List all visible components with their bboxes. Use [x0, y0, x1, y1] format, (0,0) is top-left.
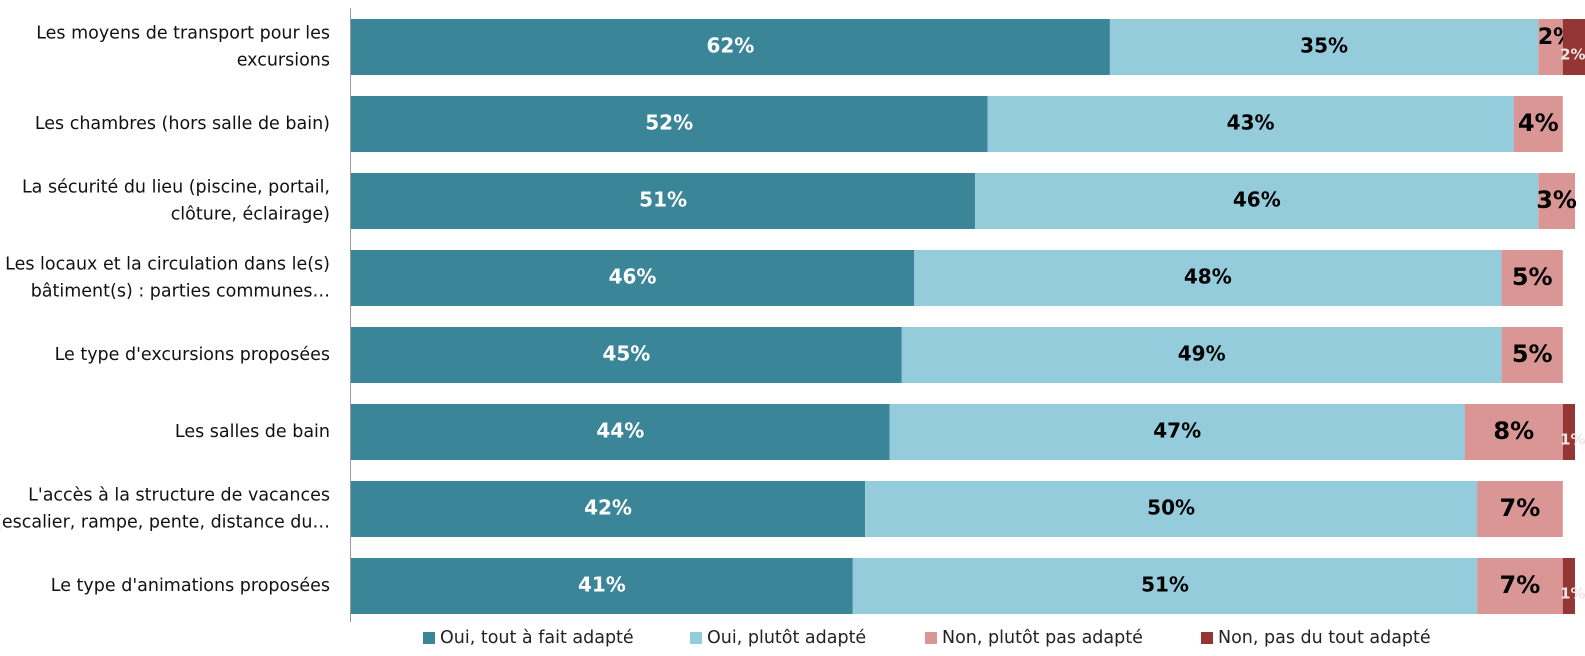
data-label: 1%	[1560, 431, 1585, 449]
data-label: 1%	[1560, 585, 1585, 603]
data-label: 51%	[1141, 573, 1189, 597]
bar-segment	[1538, 173, 1575, 229]
bar-segment	[1501, 250, 1563, 306]
category-labels: Les moyens de transport pour les excursio…	[0, 24, 330, 597]
legend-label: Non, pas du tout adapté	[1218, 628, 1431, 648]
bar-segment	[351, 96, 988, 152]
data-label: 35%	[1300, 34, 1348, 58]
category-label: L'accès à la structure de vacances (escal…	[0, 486, 330, 533]
data-label: 5%	[1512, 263, 1553, 291]
category-label: Les salles de bain	[175, 422, 330, 442]
data-label: 2%	[1560, 46, 1585, 64]
data-label: 52%	[645, 111, 693, 135]
bar-segment	[987, 96, 1514, 152]
bar-segment	[351, 327, 902, 383]
bar-segment	[1562, 404, 1575, 460]
bar-segment	[1562, 558, 1575, 614]
legend-swatch	[1201, 632, 1213, 644]
legend-label: Oui, tout à fait adapté	[440, 628, 634, 648]
bar-segment	[1109, 19, 1539, 75]
legend-label: Non, plutôt pas adapté	[942, 628, 1143, 648]
data-label: 7%	[1500, 494, 1541, 522]
category-label: Les chambres (hors salle de bain)	[35, 114, 330, 134]
data-label: 3%	[1536, 186, 1577, 214]
data-label: 62%	[706, 34, 754, 58]
data-label: 48%	[1184, 265, 1232, 289]
category-label: Le type d'animations proposées	[51, 576, 330, 596]
bar-segment	[351, 404, 890, 460]
bar-segment	[351, 481, 866, 537]
data-label: 47%	[1153, 419, 1201, 443]
bar-segment	[1562, 19, 1585, 75]
bar-segment	[351, 250, 914, 306]
bar-segment	[975, 173, 1539, 229]
data-label: 41%	[578, 573, 626, 597]
category-label: Les moyens de transport pour les excursio…	[36, 24, 330, 71]
data-label: 46%	[1233, 188, 1281, 212]
data-label: 46%	[609, 265, 657, 289]
data-label: 49%	[1178, 342, 1226, 366]
bar-segment	[914, 250, 1502, 306]
data-label: 45%	[602, 342, 650, 366]
legend: Oui, tout à fait adapté Oui, plutôt adapt…	[423, 628, 1431, 648]
bar-segment	[1538, 19, 1563, 75]
data-label: 7%	[1500, 571, 1541, 599]
bar-segment	[865, 481, 1478, 537]
data-label: 8%	[1493, 417, 1534, 445]
bar-segment	[1501, 327, 1563, 383]
bar-segment	[889, 404, 1465, 460]
category-label: La sécurité du lieu (piscine, portail, cl…	[22, 178, 330, 225]
category-label: Le type d'excursions proposées	[55, 345, 330, 365]
data-label: 4%	[1518, 109, 1559, 137]
bar-segment	[351, 19, 1110, 75]
bar-segment	[351, 173, 976, 229]
legend-swatch	[423, 632, 435, 644]
legend-swatch	[690, 632, 702, 644]
data-label: 43%	[1227, 111, 1275, 135]
bar-segment	[351, 558, 853, 614]
bars: 62% 35% 2%2%52% 43% 4%51% 46% 3%46% 48% 5%45% 49%…	[351, 19, 1585, 614]
legend-swatch	[925, 632, 937, 644]
bar-segment	[1513, 96, 1563, 152]
category-label: Les locaux et la circulation dans le(s) b…	[5, 255, 330, 302]
bar-segment	[852, 558, 1477, 614]
legend-label: Oui, plutôt adapté	[707, 628, 866, 648]
bar-segment	[1477, 558, 1563, 614]
bar-segment	[1477, 481, 1563, 537]
data-label: 50%	[1147, 496, 1195, 520]
data-label: 51%	[639, 188, 687, 212]
bar-segment	[901, 327, 1502, 383]
data-label: 5%	[1512, 340, 1553, 368]
bar-segment	[1464, 404, 1563, 460]
data-label: 42%	[584, 496, 632, 520]
data-label: 44%	[596, 419, 644, 443]
